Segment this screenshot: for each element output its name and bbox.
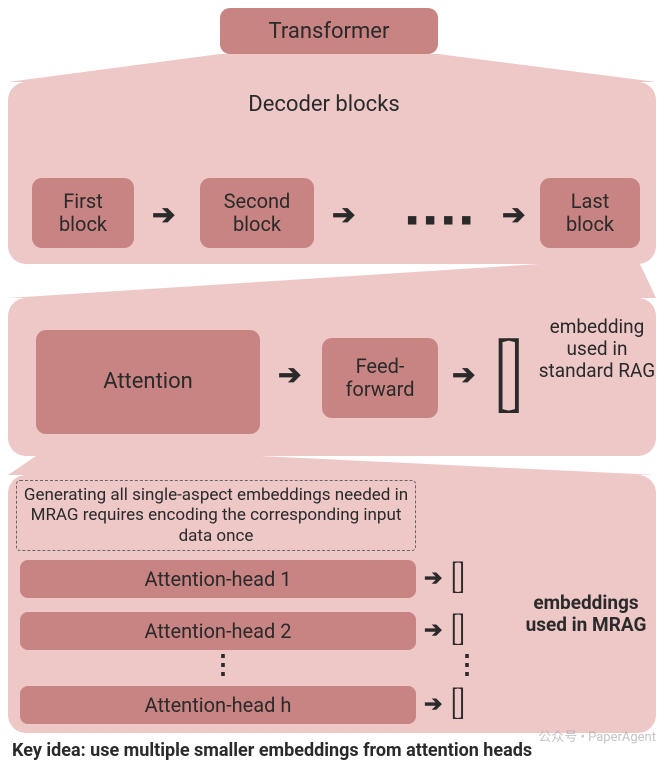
standard-rag-embedding-label: embedding used in standard RAG <box>538 316 656 382</box>
arrow-icon: ➔ <box>452 358 475 391</box>
arrow-icon: ➔ <box>424 692 442 717</box>
arrow-icon: ➔ <box>332 198 355 231</box>
attention-head-2: Attention-head 2 <box>20 612 416 650</box>
diagram-root: Transformer Decoder blocks First block S… <box>0 0 664 767</box>
attention-head-1: Attention-head 1 <box>20 560 416 598</box>
embedding-bracket-icon: [] <box>495 320 517 423</box>
attention-node: Attention <box>36 330 260 434</box>
transformer-label: Transformer <box>269 19 390 44</box>
mrag-note: Generating all single-aspect embeddings … <box>16 480 416 551</box>
attention-head-h: Attention-head h <box>20 686 416 724</box>
decoder-block-last: Last block <box>540 178 640 248</box>
vertical-ellipsis-icon: ⋮ <box>454 650 482 680</box>
embedding-bracket-icon: [] <box>451 554 462 598</box>
transformer-node: Transformer <box>220 8 438 54</box>
feedforward-label: Feed- forward <box>345 355 414 401</box>
head-label: Attention-head h <box>145 693 292 717</box>
arrow-icon: ➔ <box>278 358 301 391</box>
arrow-icon: ➔ <box>424 566 442 591</box>
arrow-icon: ➔ <box>424 618 442 643</box>
ellipsis-icon: ▪▪▪▪ <box>406 200 482 226</box>
arrow-icon: ➔ <box>502 198 525 231</box>
vertical-ellipsis-icon: ⋮ <box>210 650 238 680</box>
arrow-icon: ➔ <box>152 198 175 231</box>
block-label: First block <box>59 190 107 236</box>
block-label: Last block <box>566 190 614 236</box>
embedding-bracket-icon: [] <box>451 680 462 724</box>
block-label: Second block <box>224 190 291 236</box>
head-label: Attention-head 1 <box>145 567 292 591</box>
head-label: Attention-head 2 <box>145 619 292 643</box>
watermark-text: 公众号 • PaperAgent <box>538 726 656 745</box>
feedforward-node: Feed- forward <box>322 338 438 418</box>
attention-label: Attention <box>103 369 193 394</box>
mrag-embeddings-label: embeddings used in MRAG <box>516 592 656 636</box>
decoder-block-second: Second block <box>200 178 314 248</box>
decoder-blocks-label: Decoder blocks <box>0 92 648 117</box>
embedding-bracket-icon: [] <box>451 606 462 650</box>
decoder-block-first: First block <box>32 178 134 248</box>
